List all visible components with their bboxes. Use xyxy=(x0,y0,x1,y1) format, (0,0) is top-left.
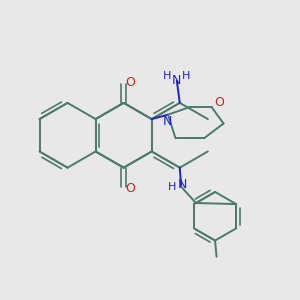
Text: O: O xyxy=(125,182,135,195)
Text: H: H xyxy=(163,71,172,81)
Text: N: N xyxy=(178,178,188,191)
Text: O: O xyxy=(214,95,224,109)
Text: H: H xyxy=(182,71,190,81)
Text: N: N xyxy=(172,74,182,87)
Text: N: N xyxy=(163,115,172,128)
Text: H: H xyxy=(168,182,176,192)
Text: O: O xyxy=(125,76,135,89)
